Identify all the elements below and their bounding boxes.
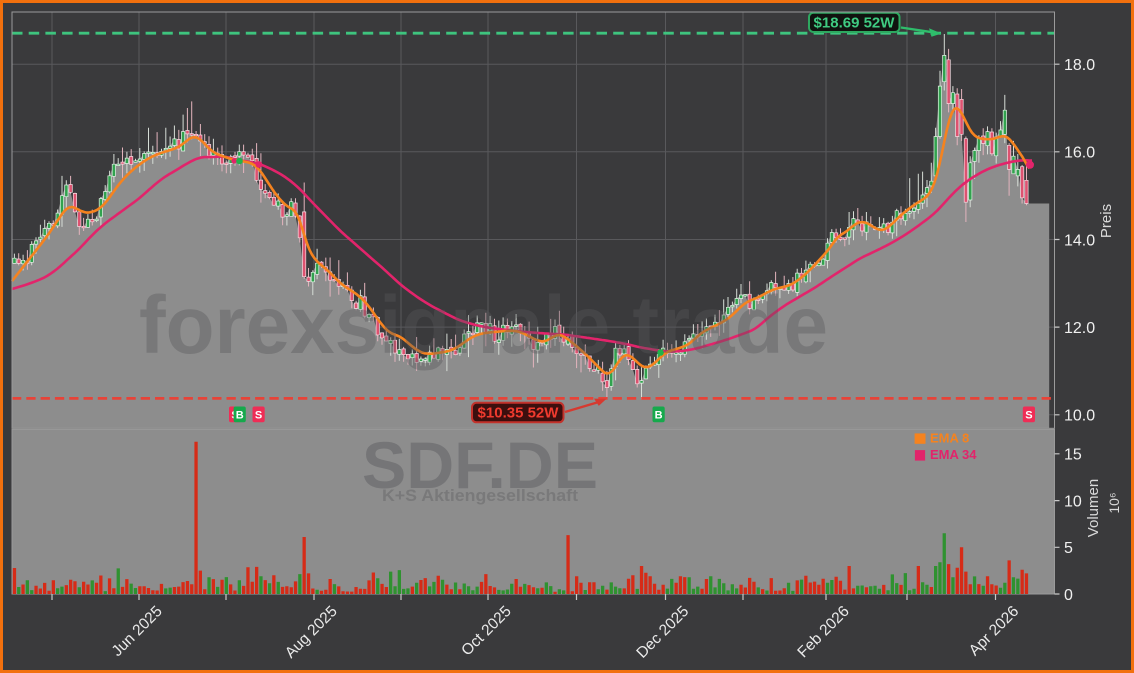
- svg-text:B: B: [655, 409, 663, 421]
- svg-text:K+S Aktiengesellschaft: K+S Aktiengesellschaft: [382, 487, 579, 505]
- svg-text:10.0: 10.0: [1064, 408, 1095, 425]
- svg-text:S: S: [1025, 409, 1032, 421]
- svg-text:5: 5: [1064, 540, 1073, 557]
- svg-text:Volumen: Volumen: [1085, 479, 1102, 537]
- svg-text:14.0: 14.0: [1064, 232, 1095, 249]
- svg-text:Preis: Preis: [1098, 204, 1115, 238]
- svg-text:$18.69 52W: $18.69 52W: [814, 14, 896, 31]
- svg-text:12.0: 12.0: [1064, 320, 1095, 337]
- svg-text:0: 0: [1064, 587, 1073, 604]
- svg-text:forexsignale.trade: forexsignale.trade: [139, 280, 828, 371]
- svg-text:18.0: 18.0: [1064, 57, 1095, 74]
- svg-text:SDF.DE: SDF.DE: [362, 428, 598, 502]
- svg-text:15: 15: [1064, 447, 1082, 464]
- svg-text:10⁶: 10⁶: [1106, 492, 1122, 513]
- svg-text:10: 10: [1064, 493, 1082, 510]
- svg-text:B: B: [236, 409, 244, 421]
- svg-text:EMA 8: EMA 8: [930, 431, 969, 446]
- svg-text:16.0: 16.0: [1064, 145, 1095, 162]
- svg-text:S: S: [255, 409, 262, 421]
- svg-text:$10.35 52W: $10.35 52W: [478, 405, 560, 422]
- svg-text:EMA 34: EMA 34: [930, 447, 977, 462]
